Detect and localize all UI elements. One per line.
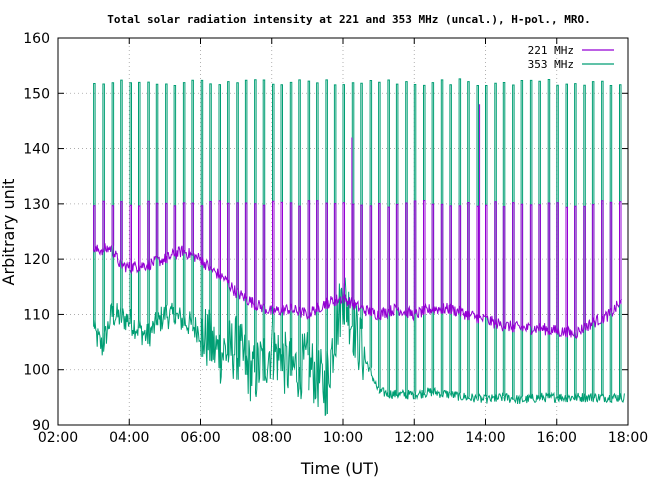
x-tick-label: 12:00 xyxy=(394,430,434,446)
y-tick-label: 140 xyxy=(23,142,50,158)
x-tick-label: 02:00 xyxy=(38,430,78,446)
x-axis-label: Time (UT) xyxy=(300,459,379,478)
x-tick-label: 14:00 xyxy=(465,430,505,446)
legend-label: 221 MHz xyxy=(528,44,574,57)
y-tick-label: 150 xyxy=(23,86,50,102)
series-line-353-mhz xyxy=(93,78,625,416)
y-tick-label: 120 xyxy=(23,252,50,268)
chart-title: Total solar radiation intensity at 221 a… xyxy=(107,13,590,26)
y-tick-label: 110 xyxy=(23,307,50,323)
x-tick-label: 04:00 xyxy=(109,430,149,446)
legend-label: 353 MHz xyxy=(528,58,574,71)
x-tick-label: 16:00 xyxy=(537,430,577,446)
x-tick-label: 06:00 xyxy=(180,430,220,446)
axes: 02:00 04:00 06:00 08:00 10:00 12:00 14:00 16:00… xyxy=(23,31,648,446)
y-tick-label: 160 xyxy=(23,31,50,47)
x-tick-label: 08:00 xyxy=(252,430,292,446)
y-tick-label: 90 xyxy=(32,418,50,434)
series-line-221-mhz xyxy=(93,104,623,340)
y-axis-label: Arbitrary unit xyxy=(0,179,18,286)
x-tick-label: 18:00 xyxy=(608,430,648,446)
y-tick-label: 100 xyxy=(23,363,50,379)
plot-area xyxy=(93,78,625,416)
y-tick-label: 130 xyxy=(23,197,50,213)
x-tick-label: 10:00 xyxy=(323,430,363,446)
